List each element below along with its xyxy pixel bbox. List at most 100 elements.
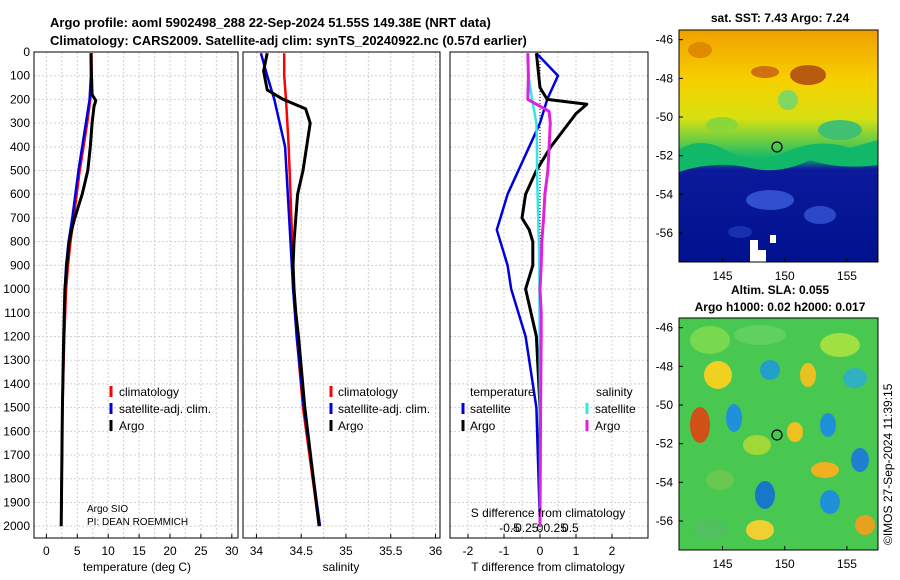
map-x-tick-label: 145 bbox=[713, 557, 733, 571]
legend-label-satellite: satellite-adj. clim. bbox=[119, 402, 211, 416]
x-secondary-tick-label: 0 bbox=[537, 521, 544, 535]
map-x-tick-label: 155 bbox=[837, 557, 857, 571]
panel-frame bbox=[33, 51, 239, 539]
depth-tick-label: 600 bbox=[10, 187, 30, 201]
map-y-tick-label: -56 bbox=[656, 226, 674, 240]
depth-tick-label: 800 bbox=[10, 235, 30, 249]
depth-tick-label: 1900 bbox=[3, 495, 30, 509]
sst-map-image bbox=[679, 30, 878, 262]
salinity-xlabel: salinity bbox=[323, 560, 360, 574]
panel-frame bbox=[242, 51, 441, 539]
series-line-argo bbox=[262, 52, 321, 527]
series-line-argo bbox=[59, 53, 98, 527]
x-tick-label: 15 bbox=[132, 544, 146, 558]
difference-secondary-xlabel: S difference from climatology bbox=[471, 506, 626, 520]
sla-argo-position-marker bbox=[771, 429, 783, 441]
depth-tick-label: 1500 bbox=[3, 401, 30, 415]
map-y-tick-label: -50 bbox=[656, 398, 674, 412]
depth-tick-label: 1400 bbox=[3, 377, 30, 391]
x-tick-label: 2 bbox=[609, 544, 616, 558]
x-tick-label: -1 bbox=[499, 544, 510, 558]
x-tick-label: 34.5 bbox=[290, 544, 314, 558]
panel-frame bbox=[449, 51, 649, 539]
x-tick-label: 35.5 bbox=[379, 544, 403, 558]
x-secondary-tick-label: 0.5 bbox=[562, 521, 579, 535]
sla-map-image bbox=[679, 318, 878, 550]
map-y-tick-label: -46 bbox=[656, 33, 674, 47]
x-tick-label: 35 bbox=[339, 544, 353, 558]
legend-label-salinity-satellite: satellite bbox=[595, 402, 636, 416]
temperature-legend: climatology satellite-adj. clim. Argo bbox=[109, 385, 211, 433]
legend-label-satellite: satellite-adj. clim. bbox=[338, 402, 430, 416]
depth-tick-label: 1700 bbox=[3, 448, 30, 462]
x-tick-label: 30 bbox=[225, 544, 239, 558]
x-tick-label: 5 bbox=[74, 544, 81, 558]
legend-label-climatology: climatology bbox=[119, 385, 179, 399]
map-y-tick-label: -54 bbox=[656, 187, 674, 201]
depth-tick-label: 2000 bbox=[3, 519, 30, 533]
difference-panel: -2 -1 0 1 2-0.5-0.250 0.250.5 bbox=[449, 51, 649, 558]
depth-tick-label: 1300 bbox=[3, 353, 30, 367]
annotation-pi: PI: DEAN ROEMMICH bbox=[87, 517, 188, 528]
legend-label-salinity-argo: Argo bbox=[595, 419, 621, 433]
sst-argo-position-marker bbox=[771, 141, 783, 153]
sla-map-title-line1: Altim. SLA: 0.055 bbox=[731, 283, 829, 297]
imos-watermark: ©IMOS 27-Sep-2024 11:39:15 bbox=[881, 383, 895, 545]
legend-label-temperature-satellite: satellite bbox=[470, 402, 511, 416]
sla-map-axes: 145 150 155 -46 -48 -50 -52 -54 -56 bbox=[656, 321, 858, 571]
x-tick-label: 34 bbox=[250, 544, 264, 558]
salinity-panel: 34 34.5 35 35.5 36 bbox=[242, 51, 443, 558]
series-line-salinity-argo bbox=[526, 53, 552, 527]
map-x-tick-label: 145 bbox=[713, 269, 733, 283]
map-x-tick-label: 150 bbox=[775, 269, 795, 283]
legend-label-climatology: climatology bbox=[338, 385, 398, 399]
depth-tick-label: 100 bbox=[10, 69, 30, 83]
map-y-tick-label: -48 bbox=[656, 71, 674, 85]
temperature-panel: 0100200300400500600700800900100011001200… bbox=[3, 45, 239, 558]
x-secondary-tick-label: -0.5 bbox=[499, 521, 520, 535]
x-tick-label: 25 bbox=[194, 544, 208, 558]
series-line-temperature-argo bbox=[520, 53, 589, 527]
map-y-tick-label: -46 bbox=[656, 321, 674, 335]
salinity-legend: climatology satellite-adj. clim. Argo bbox=[329, 385, 430, 433]
x-tick-label: 36 bbox=[429, 544, 443, 558]
depth-tick-label: 500 bbox=[10, 164, 30, 178]
x-tick-label: 1 bbox=[573, 544, 580, 558]
x-tick-label: 20 bbox=[163, 544, 177, 558]
x-secondary-tick-label: 0.25 bbox=[544, 521, 568, 535]
figure-title-line1: Argo profile: aoml 5902498_288 22-Sep-20… bbox=[50, 15, 491, 30]
temperature-xlabel: temperature (deg C) bbox=[83, 560, 191, 574]
depth-tick-label: 1800 bbox=[3, 472, 30, 486]
legend-label-argo: Argo bbox=[338, 419, 364, 433]
map-y-tick-label: -56 bbox=[656, 514, 674, 528]
x-tick-label: -2 bbox=[463, 544, 474, 558]
x-tick-label: 0 bbox=[43, 544, 50, 558]
sst-map-title: sat. SST: 7.43 Argo: 7.24 bbox=[711, 11, 850, 25]
x-tick-label: 10 bbox=[102, 544, 116, 558]
sla-map-title-line2: Argo h1000: 0.02 h2000: 0.017 bbox=[695, 300, 866, 314]
depth-tick-label: 300 bbox=[10, 116, 30, 130]
depth-tick-label: 900 bbox=[10, 258, 30, 272]
sst-map-axes: 145 150 155 -46 -48 -50 -52 -54 -56 bbox=[656, 33, 858, 283]
legend-header-temperature: temperature bbox=[470, 385, 535, 399]
map-y-tick-label: -52 bbox=[656, 149, 674, 163]
difference-xlabel: T difference from climatology bbox=[471, 560, 625, 574]
x-secondary-tick-label: -0.25 bbox=[511, 521, 539, 535]
depth-tick-label: 1200 bbox=[3, 329, 30, 343]
annotation-argo-sio: Argo SIO bbox=[87, 504, 128, 515]
map-y-tick-label: -48 bbox=[656, 359, 674, 373]
depth-tick-label: 1000 bbox=[3, 282, 30, 296]
legend-label-argo: Argo bbox=[119, 419, 145, 433]
map-y-tick-label: -52 bbox=[656, 437, 674, 451]
depth-tick-label: 400 bbox=[10, 140, 30, 154]
map-y-tick-label: -50 bbox=[656, 110, 674, 124]
difference-legend: temperature salinity satellite Argo sate… bbox=[461, 385, 636, 433]
depth-tick-label: 1600 bbox=[3, 424, 30, 438]
figure-title-line2: Climatology: CARS2009. Satellite-adj cli… bbox=[50, 33, 527, 48]
map-x-tick-label: 155 bbox=[837, 269, 857, 283]
map-x-tick-label: 150 bbox=[775, 557, 795, 571]
depth-tick-label: 200 bbox=[10, 92, 30, 106]
depth-tick-label: 1100 bbox=[4, 306, 30, 320]
depth-tick-label: 0 bbox=[23, 45, 30, 59]
